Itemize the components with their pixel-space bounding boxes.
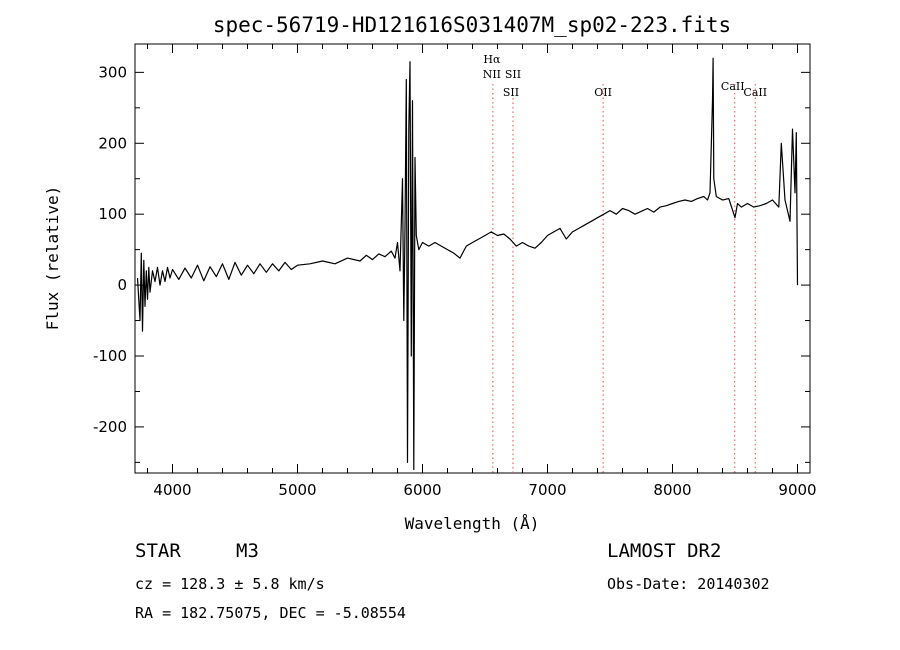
x-axis-label: Wavelength (Å) bbox=[405, 514, 540, 533]
x-tick-label: 7000 bbox=[528, 481, 566, 499]
x-tick-label: 5000 bbox=[278, 481, 316, 499]
y-tick-label: -100 bbox=[93, 347, 127, 365]
x-tick-label: 6000 bbox=[403, 481, 441, 499]
sky-coordinates: RA = 182.75075, DEC = -5.08554 bbox=[135, 604, 406, 622]
line-marker-label: OII bbox=[594, 86, 612, 99]
x-tick-label: 4000 bbox=[153, 481, 191, 499]
x-tick-label: 8000 bbox=[653, 481, 691, 499]
line-marker-label: CaII bbox=[721, 80, 745, 93]
plot-frame bbox=[134, 43, 811, 474]
plot-area: 4000 5000 6000 7000 8000 9000 -200 -100 0 100 200 3… bbox=[93, 43, 817, 499]
spectrum-line bbox=[136, 57, 799, 471]
line-marker-label: SII bbox=[505, 68, 521, 81]
x-tick-label: 9000 bbox=[778, 481, 816, 499]
object-class: STAR bbox=[135, 540, 181, 562]
y-tick-label: 0 bbox=[117, 276, 127, 294]
chart-title: spec-56719-HD121616S031407M_sp02-223.fit… bbox=[213, 13, 731, 37]
line-marker-label: SII bbox=[503, 86, 519, 99]
y-tick-label: 200 bbox=[98, 134, 127, 152]
line-marker-label: Hα bbox=[483, 53, 501, 66]
line-marker-label: NII bbox=[483, 68, 501, 81]
observation-date: Obs-Date: 20140302 bbox=[607, 575, 770, 593]
y-tick-label: 300 bbox=[98, 63, 127, 81]
y-axis-label: Flux (relative) bbox=[43, 186, 62, 331]
redshift-velocity: cz = 128.3 ± 5.8 km/s bbox=[135, 575, 325, 593]
object-subclass: M3 bbox=[236, 540, 259, 562]
y-tick-label: -200 bbox=[93, 418, 127, 436]
survey-name: LAMOST DR2 bbox=[607, 540, 722, 562]
line-marker-label: CaII bbox=[743, 86, 767, 99]
y-tick-label: 100 bbox=[98, 205, 127, 223]
